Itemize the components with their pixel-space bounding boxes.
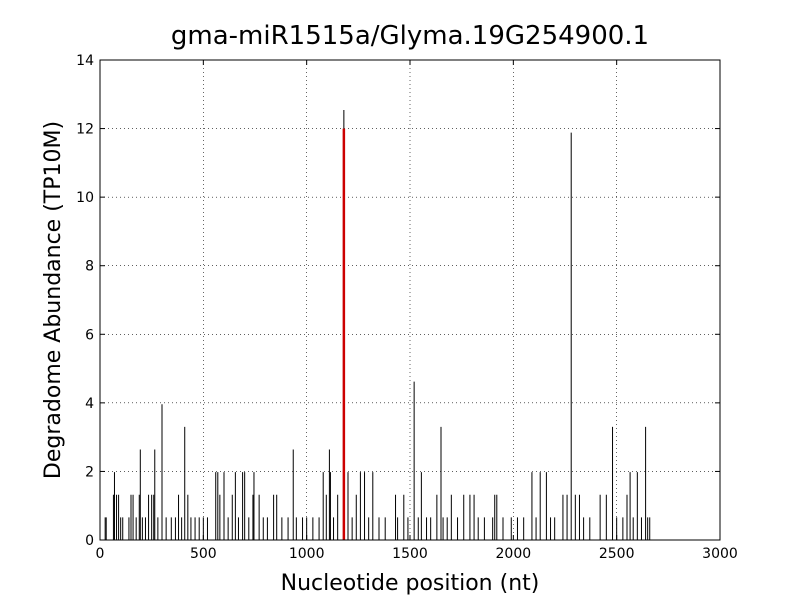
y-tick-label: 14	[76, 53, 94, 69]
x-tick-label: 1000	[289, 546, 325, 562]
x-tick-label: 3000	[702, 546, 738, 562]
chart-title: gma-miR1515a/Glyma.19G254900.1	[171, 21, 649, 51]
y-tick-label: 0	[85, 533, 94, 549]
y-tick-label: 12	[76, 122, 94, 138]
x-axis-label: Nucleotide position (nt)	[281, 571, 540, 596]
plot-frame	[99, 59, 721, 541]
y-tick-label: 8	[85, 259, 94, 275]
x-tick-label: 1500	[392, 546, 428, 562]
y-tick-label: 6	[85, 327, 94, 343]
y-tick-label: 2	[85, 464, 94, 480]
x-tick-label: 0	[96, 546, 105, 562]
plot-area: 0 500 1000 1500 2000 2500 3000 0 2 4 6 8 10 12 14	[76, 53, 738, 562]
y-tick-label: 10	[76, 190, 94, 206]
x-tick-label: 2000	[496, 546, 532, 562]
y-axis-label: Degradome Abundance (TP10M)	[41, 121, 66, 479]
x-tick-label: 500	[190, 546, 217, 562]
x-tick-label: 2500	[599, 546, 635, 562]
y-tick-label: 4	[85, 396, 94, 412]
